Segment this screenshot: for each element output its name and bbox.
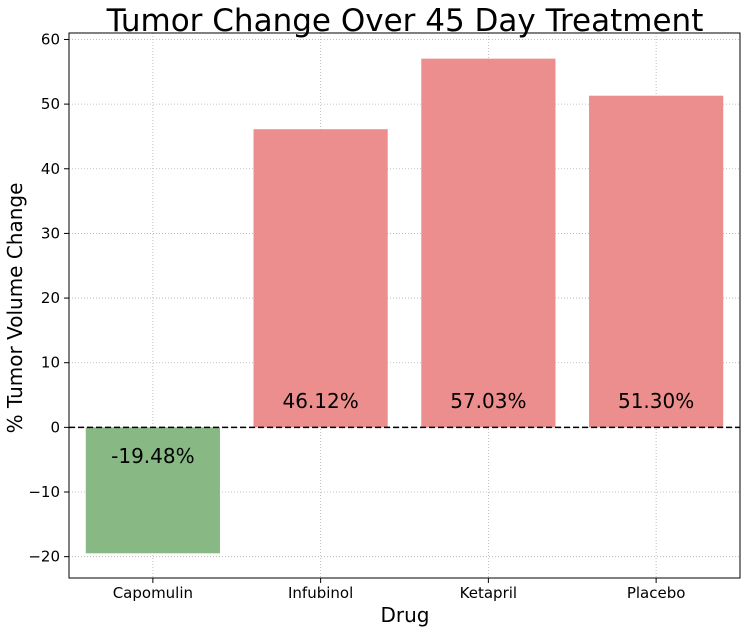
y-tick-label: 20 [41, 289, 60, 307]
plot-frame [68, 32, 741, 579]
bars [85, 58, 724, 554]
x-tick-label: Infubinol [288, 584, 353, 602]
y-tick-label: 0 [50, 418, 60, 436]
y-tick-label: 50 [41, 95, 60, 113]
bar-ketapril [421, 58, 556, 428]
x-axis-label: Drug [381, 603, 430, 627]
data-label: -19.48% [111, 444, 194, 468]
chart-title: Tumor Change Over 45 Day Treatment [106, 3, 704, 39]
y-tick-label: −20 [28, 548, 60, 566]
data-label: 46.12% [282, 389, 358, 413]
axis-ticks: −20 −10 0 10 20 30 40 50 60 Capomulin Infubinol Ket… [28, 30, 685, 602]
x-tick-label: Capomulin [113, 584, 193, 602]
data-label: 51.30% [618, 389, 694, 413]
y-axis-label: % Tumor Volume Change [3, 183, 27, 434]
y-tick-label: 30 [41, 224, 60, 242]
bar-capomulin [85, 427, 220, 554]
bar-placebo [589, 95, 724, 428]
data-labels: -19.48% 46.12% 57.03% 51.30% [111, 389, 694, 468]
y-tick-label: 40 [41, 160, 60, 178]
y-tick-label: −10 [28, 483, 60, 501]
axes-frame [68, 32, 741, 579]
x-tick-label: Placebo [627, 584, 686, 602]
bar-infubinol [253, 129, 388, 428]
y-tick-label: 10 [41, 354, 60, 372]
x-tick-label: Ketapril [460, 584, 517, 602]
data-label: 57.03% [450, 389, 526, 413]
y-tick-label: 60 [41, 30, 60, 48]
